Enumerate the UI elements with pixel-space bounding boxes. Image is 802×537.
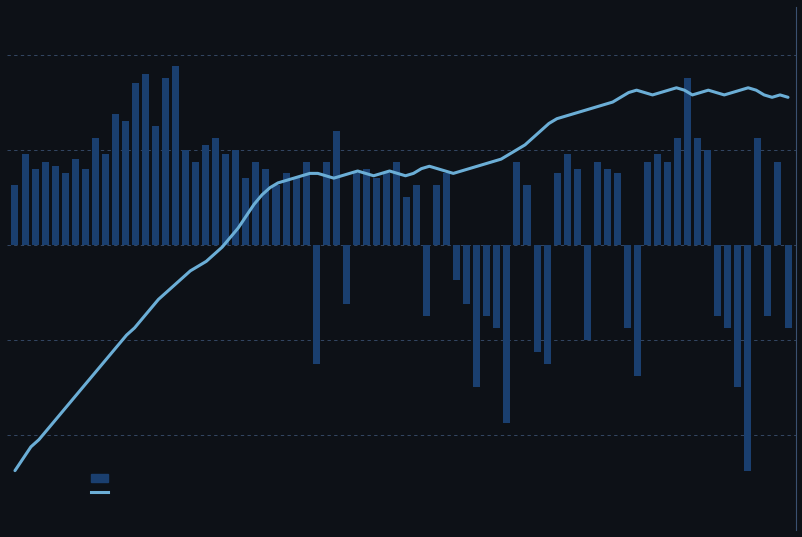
Bar bbox=[492, 245, 500, 328]
Bar bbox=[342, 245, 350, 304]
Bar bbox=[172, 67, 179, 245]
Bar bbox=[363, 169, 370, 245]
Bar bbox=[42, 162, 49, 245]
Bar bbox=[162, 78, 169, 245]
Bar bbox=[372, 178, 379, 245]
Bar bbox=[553, 173, 560, 245]
Bar bbox=[62, 173, 69, 245]
Bar bbox=[102, 154, 109, 245]
Bar bbox=[152, 126, 159, 245]
Bar bbox=[533, 245, 540, 352]
Bar bbox=[683, 78, 691, 245]
Bar bbox=[483, 245, 490, 316]
Bar bbox=[192, 162, 199, 245]
Bar bbox=[432, 185, 439, 245]
Bar bbox=[332, 130, 339, 245]
Bar bbox=[523, 185, 530, 245]
Bar bbox=[272, 185, 279, 245]
Bar bbox=[583, 245, 590, 340]
Bar bbox=[403, 197, 410, 245]
Bar bbox=[503, 245, 510, 423]
Bar bbox=[262, 169, 269, 245]
Bar bbox=[643, 162, 650, 245]
Bar bbox=[452, 245, 460, 280]
Bar bbox=[202, 145, 209, 245]
Bar bbox=[663, 162, 670, 245]
Bar bbox=[713, 245, 720, 316]
Bar bbox=[784, 245, 791, 328]
Bar bbox=[292, 178, 299, 245]
Bar bbox=[322, 162, 330, 245]
Bar bbox=[673, 137, 680, 245]
Bar bbox=[603, 169, 610, 245]
Bar bbox=[733, 245, 740, 387]
Bar bbox=[703, 150, 711, 245]
Bar bbox=[412, 185, 419, 245]
Bar bbox=[593, 162, 600, 245]
Bar bbox=[302, 162, 310, 245]
Bar bbox=[623, 245, 630, 328]
Bar bbox=[312, 245, 319, 364]
Bar bbox=[352, 173, 359, 245]
Bar bbox=[743, 245, 751, 470]
Bar bbox=[764, 245, 771, 316]
Bar bbox=[633, 245, 640, 375]
Bar bbox=[563, 154, 570, 245]
Bar bbox=[212, 137, 219, 245]
Bar bbox=[472, 245, 480, 387]
Bar bbox=[693, 137, 700, 245]
Bar bbox=[11, 185, 18, 245]
Bar bbox=[222, 154, 229, 245]
Bar bbox=[82, 169, 89, 245]
Bar bbox=[512, 162, 520, 245]
Bar bbox=[22, 154, 29, 245]
Bar bbox=[252, 162, 259, 245]
Bar bbox=[463, 245, 470, 304]
Bar bbox=[31, 169, 38, 245]
Bar bbox=[613, 173, 620, 245]
Bar bbox=[543, 245, 550, 364]
Bar bbox=[723, 245, 731, 328]
Bar bbox=[51, 166, 59, 245]
Bar bbox=[653, 154, 660, 245]
Bar bbox=[232, 150, 239, 245]
Bar bbox=[423, 245, 430, 316]
Bar bbox=[91, 137, 99, 245]
Bar bbox=[443, 173, 450, 245]
Bar bbox=[71, 159, 79, 245]
Bar bbox=[573, 169, 580, 245]
Bar bbox=[242, 178, 249, 245]
Bar bbox=[122, 121, 129, 245]
Bar bbox=[282, 173, 290, 245]
Bar bbox=[142, 74, 149, 245]
Bar bbox=[392, 162, 399, 245]
Bar bbox=[383, 173, 390, 245]
Bar bbox=[132, 83, 139, 245]
Bar bbox=[753, 137, 760, 245]
Legend: , : , bbox=[91, 474, 112, 498]
Bar bbox=[182, 150, 189, 245]
Bar bbox=[773, 162, 780, 245]
Bar bbox=[111, 114, 119, 245]
